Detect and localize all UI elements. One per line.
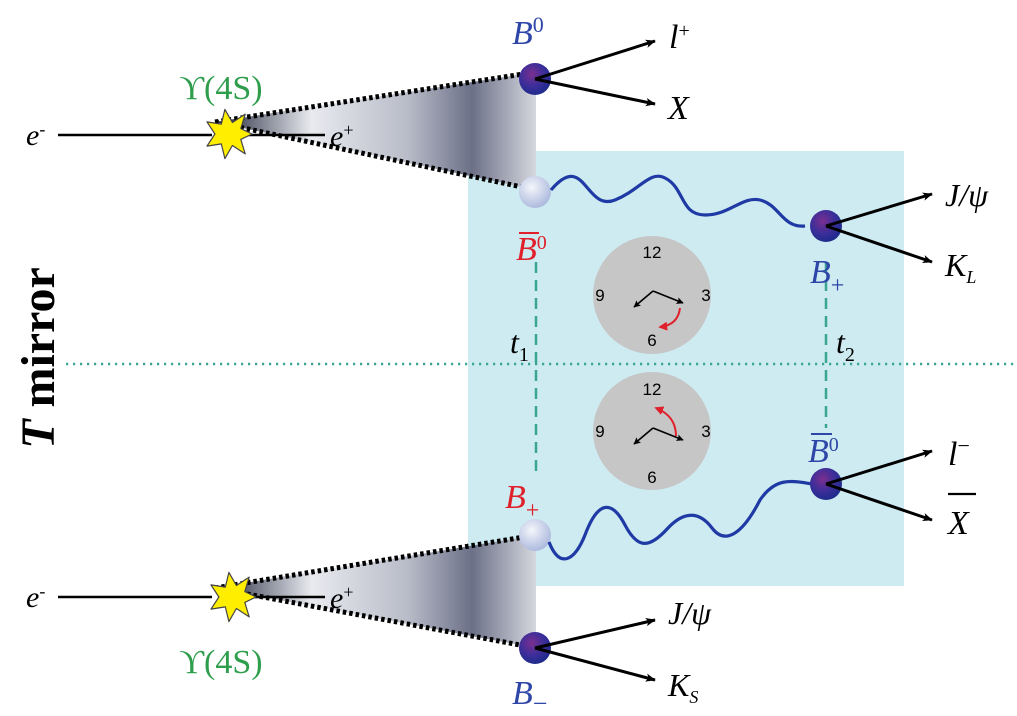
forward-clock-3: 3: [701, 286, 710, 305]
top-collision-star-icon: [206, 108, 253, 160]
reversed-clock-9: 9: [595, 422, 604, 441]
top-jpsi-arrow: [825, 192, 933, 228]
top-kl-label: KL: [944, 247, 976, 287]
forward-clock-12: 12: [643, 243, 662, 262]
top-bplus-label: B+: [810, 254, 844, 299]
reversed-clock-face-icon: [593, 372, 711, 490]
top-cone-edge-upper: [214, 69, 537, 125]
forward-clock-hand-left: [633, 290, 654, 308]
top-positron-label: e+: [330, 120, 353, 153]
top-kl-arrow: [825, 224, 933, 264]
top-cone-edge-lower: [214, 119, 537, 193]
top-b0-label: B0: [512, 12, 544, 53]
forward-clock-hand-right: [652, 290, 684, 304]
bottom-event: e- e+ ϒ(4S) B+ B− J/ψ KS B0 l− X: [26, 433, 976, 716]
forward-clock: 12 3 6 9: [593, 236, 711, 354]
top-oscillation-wave: [549, 174, 806, 228]
bottom-bminus-label: B−: [512, 675, 547, 716]
top-beam-cone: [215, 72, 536, 190]
bottom-jpsi-arrow: [534, 618, 656, 650]
top-event: e- e+ ϒ(4S) B0 l+ X B0 B+ J/ψ KL: [26, 12, 989, 300]
forward-clock-face-icon: [593, 236, 711, 354]
bottom-electron-label: e-: [26, 581, 45, 614]
bottom-lminus-label: l−: [948, 433, 970, 474]
reversed-clock-12: 12: [643, 380, 662, 399]
top-x-label: X: [666, 90, 690, 127]
forward-clock-arrow-icon: [658, 307, 681, 331]
bottom-xbar-label: X: [946, 505, 970, 542]
t2-label: t2: [836, 324, 855, 366]
top-b0bar-label: B0: [516, 231, 547, 268]
bottom-xbar-arrow: [825, 482, 933, 522]
forward-clock-9: 9: [595, 286, 604, 305]
bottom-oscillation-wave: [547, 479, 813, 561]
bottom-ks-label: KS: [667, 667, 698, 707]
top-jpsi-label: J/ψ: [945, 177, 989, 213]
top-upsilon-label: ϒ(4S): [179, 70, 262, 107]
top-x-arrow: [534, 77, 656, 107]
top-electron-label: e-: [26, 119, 45, 152]
bottom-upsilon-label: ϒ(4S): [179, 644, 262, 681]
top-lplus-label: l+: [669, 19, 690, 56]
bottom-b0bar-label: B0: [808, 433, 839, 470]
reversed-clock: 12 3 6 9: [593, 372, 711, 490]
top-lplus-arrow: [534, 39, 656, 81]
reversed-clock-arrow-icon: [654, 406, 677, 437]
reversed-clock-hand-right: [652, 427, 684, 441]
top-b0bar-meson: [519, 176, 551, 208]
bottom-beam-cone: [215, 535, 536, 648]
bottom-bplus-meson: [519, 519, 551, 551]
t1-label: t1: [510, 324, 529, 366]
reversed-clock-hand-left: [633, 427, 654, 445]
bottom-lminus-arrow: [825, 449, 933, 486]
forward-clock-6: 6: [647, 331, 656, 350]
bottom-ks-arrow: [534, 646, 656, 682]
reversed-clock-3: 3: [701, 422, 710, 441]
bottom-cone-edge-upper: [214, 532, 537, 591]
bottom-collision-star-icon: [210, 571, 257, 623]
bottom-bplus-label: B+: [505, 479, 539, 524]
bottom-jpsi-label: J/ψ: [668, 595, 712, 631]
t-mirror-label: T mirror: [12, 267, 65, 449]
reversed-clock-6: 6: [647, 468, 656, 487]
bottom-positron-label: e+: [330, 582, 353, 615]
